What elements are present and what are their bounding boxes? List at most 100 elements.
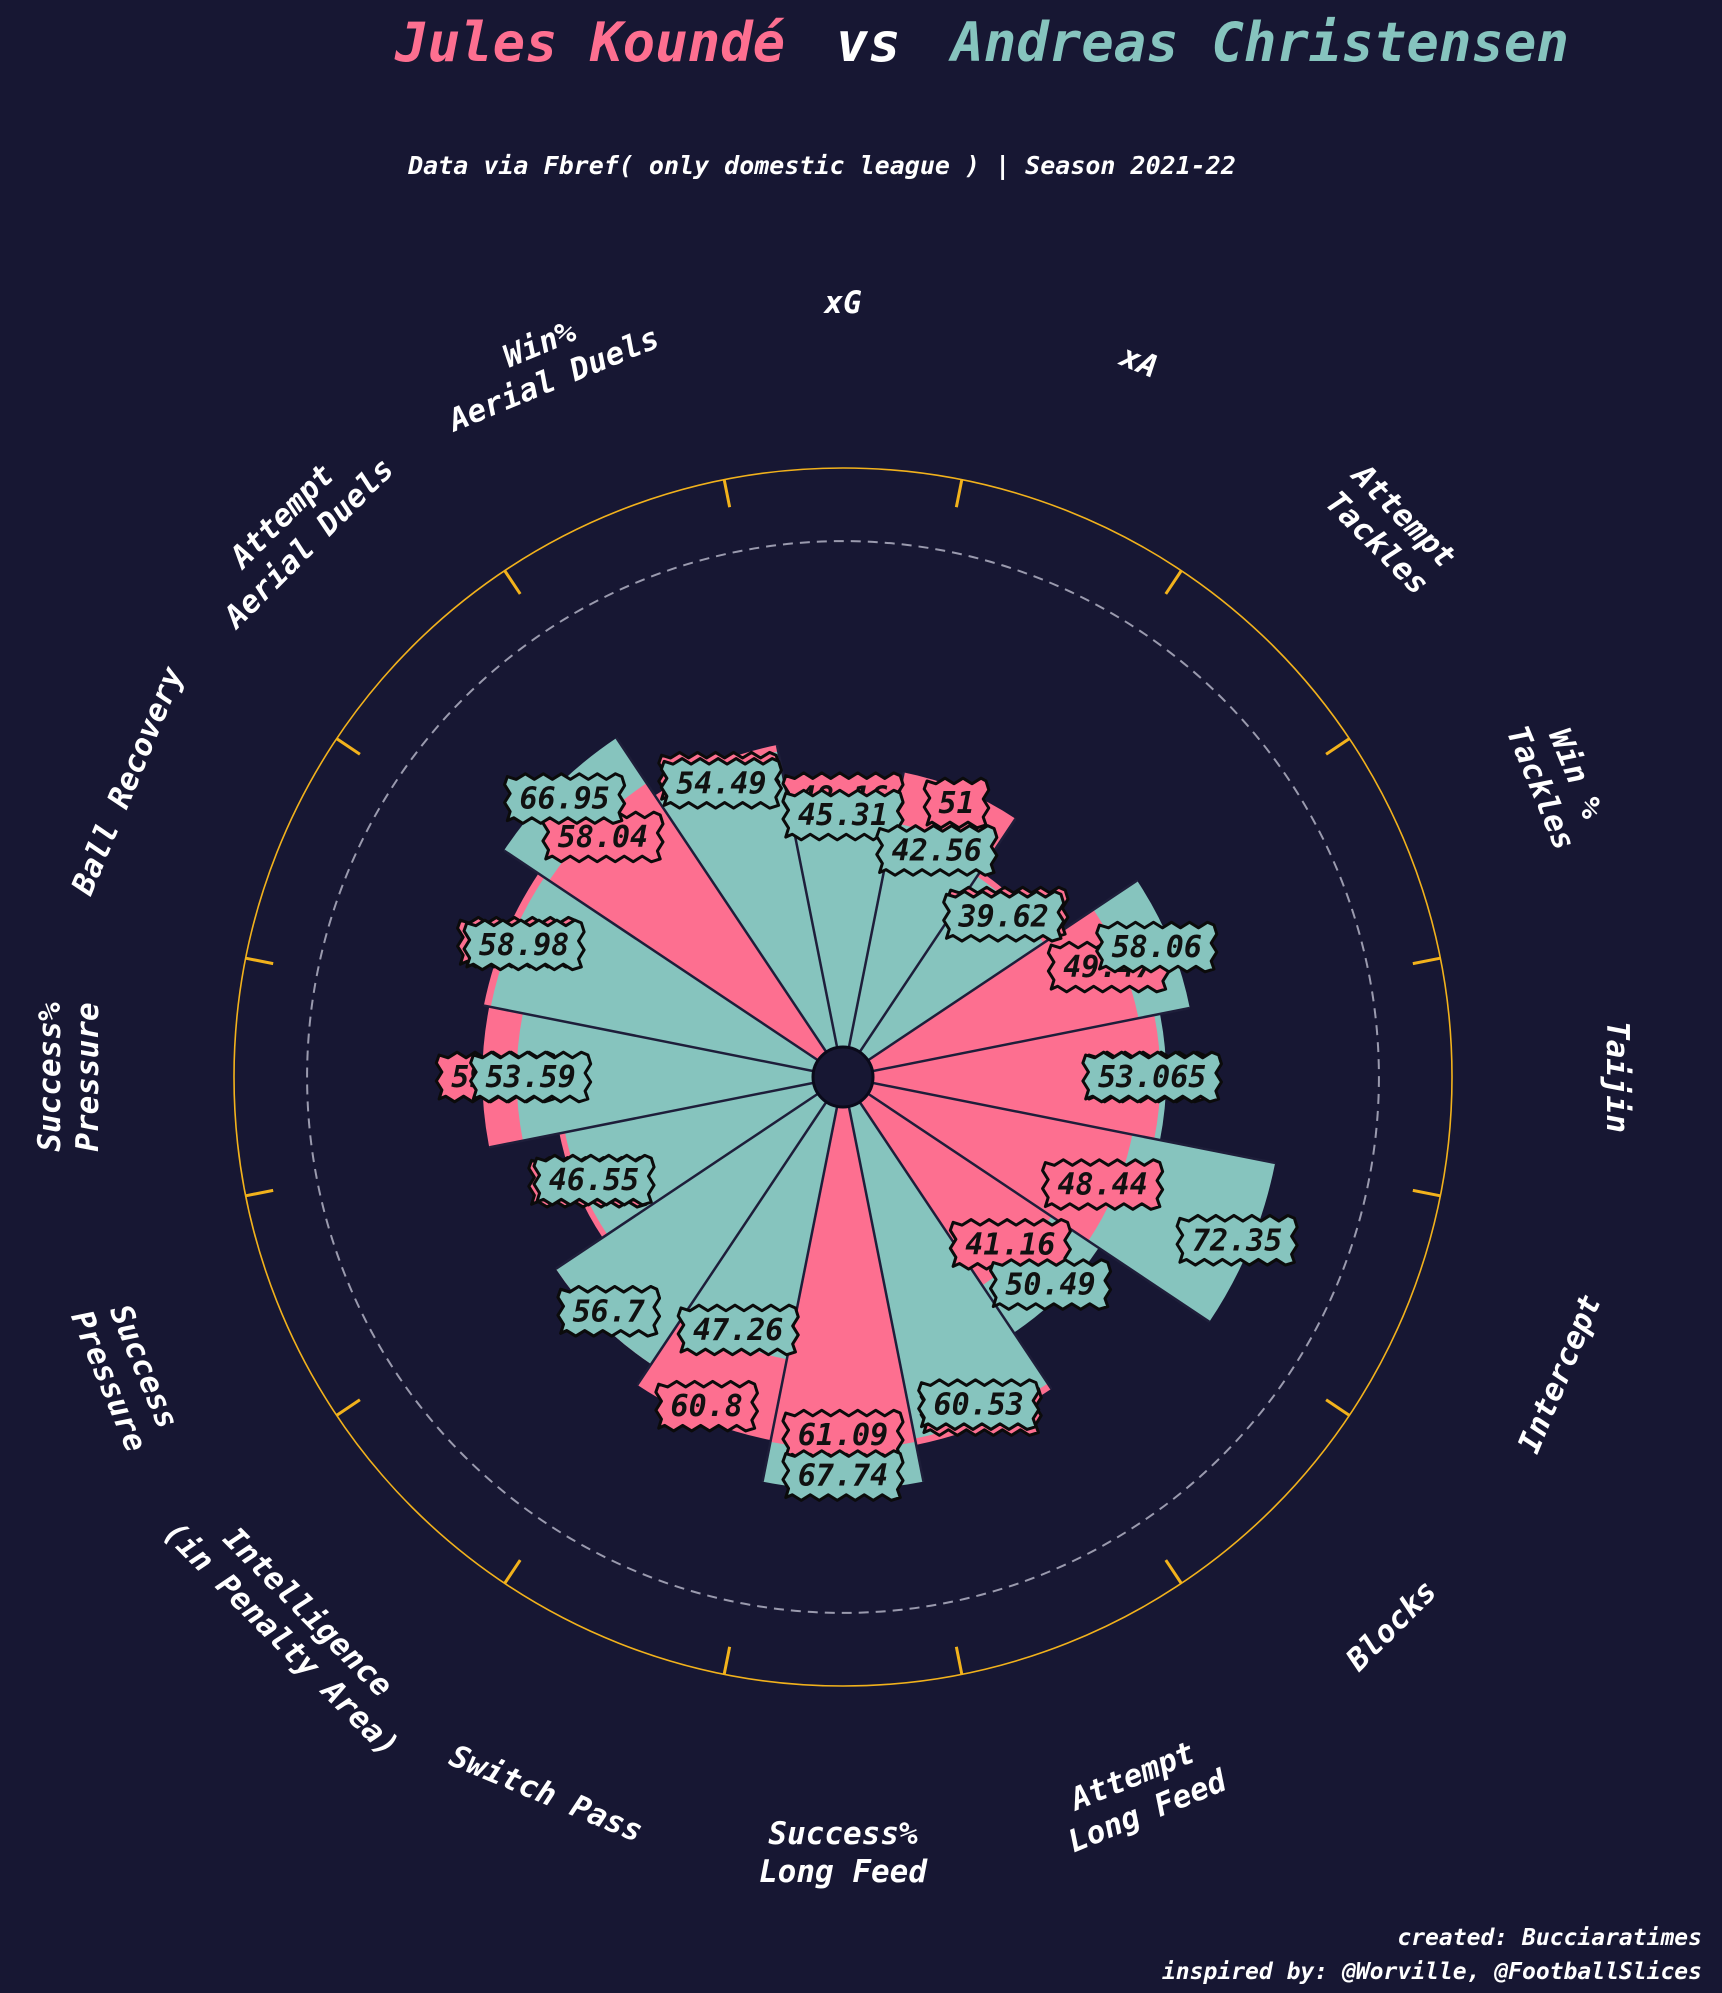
category-label-line: Long Feed — [759, 1854, 928, 1890]
outer-ring — [233, 467, 1453, 1687]
value-label-player1-box — [654, 1379, 759, 1433]
chart-rings — [233, 467, 1453, 1687]
bar-player2 — [843, 1077, 1048, 1439]
category-label: Taijin — [1599, 1021, 1635, 1133]
ring-tick — [335, 737, 361, 756]
sector-divider — [842, 1075, 1276, 1165]
value-label-player2-text: 56.7 — [573, 1294, 645, 1329]
value-label-player2: 72.35 — [1175, 1213, 1299, 1267]
value-label-player2-box — [781, 1449, 905, 1502]
sector-divider — [841, 1076, 1053, 1390]
title-vs: vs — [836, 11, 901, 74]
value-label-player1-text: 48.44 — [1057, 1168, 1147, 1203]
chart-subtitle: Data via Fbref( only domestic league ) |… — [407, 151, 1236, 180]
bar-player2 — [683, 1077, 843, 1360]
ring-tick — [503, 569, 522, 595]
bar-player2 — [658, 751, 843, 1077]
sector-divider — [636, 1076, 845, 1386]
ring-tick — [1412, 1188, 1441, 1198]
bar-player2 — [843, 822, 987, 1077]
value-label-player2-text: 58.98 — [479, 928, 569, 963]
title-player2: Andreas Christensen — [948, 11, 1569, 74]
value-label-player2-box — [676, 1303, 800, 1357]
value-label-player2-text: 42.56 — [892, 833, 982, 868]
category-label-line: Taijin — [1599, 1021, 1635, 1133]
credit-inspired: inspired by: @Worville, @FootballSlices — [1162, 1959, 1702, 1985]
value-label-player2-text: 47.26 — [693, 1313, 783, 1348]
value-label-player2-text: 39.62 — [958, 899, 1049, 934]
value-label-player2: 67.74 — [781, 1449, 905, 1502]
ring-tick — [1325, 1398, 1351, 1417]
bar-player1 — [770, 1077, 916, 1450]
category-label-line: Success% — [768, 1816, 918, 1852]
value-label-player2-box — [469, 1050, 593, 1104]
value-label-player1: 48.44 — [1041, 1158, 1165, 1211]
value-label-player2-box — [532, 1153, 656, 1207]
category-label-line: xG — [822, 285, 862, 321]
value-label-player2-text: 53.065 — [1098, 1060, 1206, 1095]
value-label-player1: 58.04 — [541, 810, 665, 864]
value-label-player2-box — [1175, 1213, 1299, 1267]
center-hole — [811, 1045, 875, 1109]
value-label-player2-box — [942, 889, 1066, 943]
category-label: Success%Pressure — [32, 1002, 106, 1152]
value-label-player2-box — [659, 757, 783, 810]
value-label-player2: 46.55 — [532, 1153, 656, 1207]
value-label-player2: 39.62 — [942, 889, 1066, 943]
value-label-player2-box — [462, 918, 586, 972]
value-label-player2: 58.98 — [462, 918, 586, 972]
value-label-player2: 58.06 — [1095, 920, 1219, 974]
value-label-player1-text: 58.04 — [558, 820, 648, 855]
ring-tick — [245, 956, 274, 966]
sector-divider — [615, 737, 845, 1078]
sector-divider — [842, 1006, 1191, 1079]
value-label-player2: 54.49 — [659, 757, 783, 810]
value-label-player2: 56.7 — [556, 1284, 662, 1338]
chart-bars — [482, 737, 1276, 1490]
sector-divider — [761, 1076, 845, 1482]
value-label-player1-box — [1041, 1158, 1165, 1211]
value-label-player1: 61.09 — [781, 1408, 905, 1462]
value-label-player2-box — [988, 1258, 1113, 1311]
sector-divider — [841, 1076, 925, 1482]
value-label-player2-box — [503, 772, 627, 825]
credit-created: created: Bucciaratimes — [1397, 1925, 1702, 1951]
value-label-player2: 53.065 — [1081, 1050, 1223, 1104]
sector-divider — [489, 1075, 844, 1149]
sector-divider — [842, 879, 1138, 1079]
value-label-player1: 60.8 — [654, 1379, 759, 1433]
value-label-player1-text: 60.8 — [671, 1389, 743, 1424]
value-label-player2: 66.95 — [503, 772, 627, 825]
ring-tick — [245, 1188, 274, 1198]
value-label-player1-text: 41.16 — [965, 1227, 1055, 1262]
value-label-player2-text: 45.31 — [798, 798, 888, 833]
value-label-player2: 45.31 — [781, 788, 905, 842]
sector-divider — [483, 1004, 844, 1079]
bar-player1 — [843, 1015, 1161, 1139]
value-label-player2-text: 46.55 — [549, 1163, 639, 1198]
chart-title: Jules Koundé vs Andreas Christensen — [394, 11, 1569, 74]
ring-tick — [722, 1646, 732, 1675]
value-label-player2-text: 60.53 — [934, 1388, 1024, 1423]
ring-tick — [1325, 737, 1351, 756]
value-label-player2: 53.59 — [469, 1050, 593, 1104]
category-label-line: Pressure — [70, 1002, 106, 1151]
ring-tick — [722, 479, 732, 508]
value-label-player1-text: 51 — [938, 786, 974, 821]
value-label-player2-text: 50.49 — [1005, 1268, 1095, 1303]
value-label-player2: 42.56 — [875, 824, 999, 877]
ring-tick — [1164, 1559, 1183, 1585]
value-label-player2-text: 67.74 — [798, 1459, 888, 1494]
ring-tick — [954, 1646, 964, 1675]
value-label-player2-box — [1081, 1050, 1223, 1104]
value-label-player2-box — [556, 1284, 662, 1338]
value-label-player2: 60.53 — [917, 1378, 1041, 1431]
value-label-player1: 51 — [922, 776, 991, 830]
bar-player2 — [789, 801, 897, 1077]
category-label: Success% Long Feed — [759, 1816, 928, 1890]
value-label-player2-box — [875, 824, 999, 877]
chart-center — [811, 1045, 875, 1109]
dashed-ring — [306, 540, 1380, 1614]
value-label-player2-text: 72.35 — [1192, 1223, 1282, 1258]
